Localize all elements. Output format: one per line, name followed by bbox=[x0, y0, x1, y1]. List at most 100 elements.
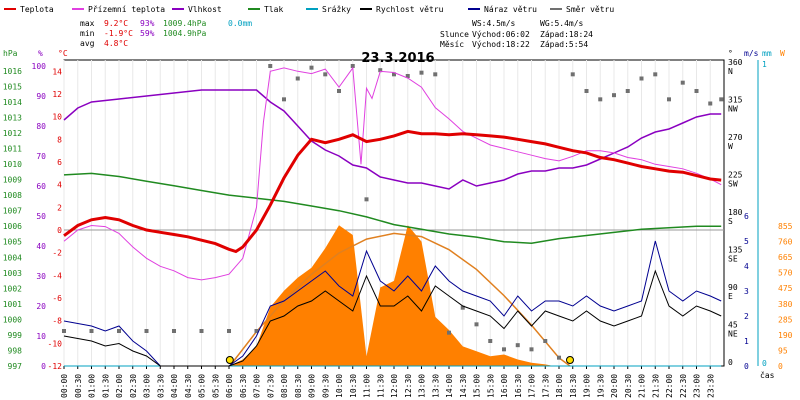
x-tick-label: 19:30 bbox=[596, 374, 605, 398]
x-tick-label: 21:30 bbox=[651, 374, 660, 398]
x-tick-label: 12:30 bbox=[404, 374, 413, 398]
legend-label: Tlak bbox=[264, 5, 283, 14]
wind-direction-point bbox=[350, 64, 355, 68]
x-axis: 00:00 00:30 01:00 01:30 02:00 02:30 03:00 03:30… bbox=[60, 366, 715, 398]
tick-hpa: 1013 bbox=[3, 113, 22, 122]
grid bbox=[63, 59, 725, 367]
wind-direction-point bbox=[719, 97, 724, 102]
x-tick-label: 13:00 bbox=[418, 374, 427, 398]
wind-direction-point bbox=[117, 329, 121, 333]
tick-celsius: -12 bbox=[48, 362, 63, 371]
tick-hpa: 997 bbox=[8, 362, 23, 371]
x-tick-label: 20:30 bbox=[624, 374, 633, 398]
stat-min-press: 1004.9hPa bbox=[163, 29, 207, 38]
x-tick-label: 22:00 bbox=[665, 374, 674, 398]
tick-deg-dir: N bbox=[728, 67, 733, 76]
series-humidity-line bbox=[63, 89, 722, 190]
stat-max-press: 1009.4hPa bbox=[163, 19, 207, 28]
wind-direction-point bbox=[667, 97, 671, 102]
x-axis-label: čas bbox=[760, 370, 775, 380]
tick-deg: 180 bbox=[728, 208, 743, 217]
tick-mm: 0 bbox=[762, 359, 767, 368]
x-tick-label: 11:30 bbox=[376, 374, 385, 398]
x-tick-label: 12:00 bbox=[390, 374, 399, 398]
tick-pct: 80 bbox=[36, 122, 46, 131]
tick-w: 285 bbox=[778, 315, 793, 324]
wind-direction-point bbox=[570, 72, 575, 77]
tick-ms: 2 bbox=[744, 312, 749, 321]
series-wind-speed-line bbox=[63, 269, 722, 367]
wind-direction-point bbox=[144, 329, 149, 333]
tick-pct: 20 bbox=[36, 302, 46, 311]
stat-max-hum: 93% bbox=[140, 19, 155, 28]
tick-hpa: 1003 bbox=[3, 269, 22, 278]
tick-hpa: 1011 bbox=[3, 145, 22, 154]
tick-pct: 90 bbox=[36, 92, 46, 101]
tick-celsius: -2 bbox=[52, 249, 62, 258]
wind-direction-point bbox=[62, 329, 66, 333]
x-tick-label: 05:30 bbox=[211, 374, 220, 398]
tick-ms: 4 bbox=[744, 262, 749, 271]
moon-rise: Východ:18:22 bbox=[472, 40, 530, 49]
stat-max-rain: 0.0mm bbox=[228, 19, 252, 28]
tick-celsius: 10 bbox=[52, 113, 62, 122]
tick-hpa: 1002 bbox=[3, 284, 22, 293]
chart-title: 23.3.2016 bbox=[361, 51, 434, 66]
wind-direction-point bbox=[488, 339, 493, 343]
tick-celsius: -10 bbox=[48, 339, 63, 348]
tick-w: 665 bbox=[778, 253, 793, 262]
tick-pct: 40 bbox=[36, 242, 46, 251]
tick-deg-dir: SW bbox=[728, 180, 738, 189]
x-tick-label: 17:30 bbox=[541, 374, 550, 398]
stat-max-label: max bbox=[80, 19, 95, 28]
wind-direction-point bbox=[584, 89, 589, 93]
tick-w: 760 bbox=[778, 238, 793, 247]
legend-label: Přízemní teplota bbox=[88, 5, 165, 14]
wind-direction-point bbox=[89, 329, 94, 333]
wind-direction-point bbox=[199, 329, 204, 333]
axis-label-w: W bbox=[780, 49, 785, 58]
wind-direction-point bbox=[433, 72, 438, 77]
tick-deg: 315 bbox=[728, 96, 743, 105]
x-tick-label: 18:00 bbox=[555, 374, 564, 398]
x-tick-label: 14:30 bbox=[459, 374, 468, 398]
wind-direction-point bbox=[515, 343, 520, 348]
wind-direction-point bbox=[254, 329, 259, 333]
legend-label: Teplota bbox=[20, 5, 54, 14]
legend-label: Vlhkost bbox=[188, 5, 222, 14]
tick-deg-dir: SE bbox=[728, 255, 738, 264]
tick-pct: 50 bbox=[36, 212, 46, 221]
x-tick-label: 15:30 bbox=[486, 374, 495, 398]
x-tick-label: 13:30 bbox=[431, 374, 440, 398]
tick-deg: 90 bbox=[728, 283, 738, 292]
series-radiation-area bbox=[229, 225, 554, 366]
x-tick-label: 23:30 bbox=[706, 374, 715, 398]
moon-set: Západ:5:54 bbox=[540, 40, 588, 49]
series-ground-temp-line bbox=[63, 66, 722, 281]
wind-direction-point bbox=[378, 68, 383, 73]
x-tick-label: 23:00 bbox=[693, 374, 702, 398]
wind-direction-point bbox=[543, 339, 548, 343]
wind-direction-point bbox=[529, 347, 534, 352]
tick-deg: 360 bbox=[728, 58, 743, 67]
tick-celsius: 12 bbox=[52, 90, 62, 99]
x-tick-label: 08:00 bbox=[280, 374, 289, 398]
stat-min-temp: -1.9°C bbox=[104, 29, 133, 38]
wind-direction-point bbox=[268, 64, 273, 68]
wind-direction-point bbox=[337, 89, 341, 93]
tick-celsius: 8 bbox=[57, 135, 62, 144]
x-tick-label: 21:00 bbox=[638, 374, 647, 398]
x-tick-label: 18:30 bbox=[569, 374, 578, 398]
x-tick-label: 10:30 bbox=[349, 374, 358, 398]
wind-direction-point bbox=[419, 70, 424, 75]
y-axes: 1016101510141013101210111010100910081007… bbox=[3, 58, 793, 371]
series-pressure-line bbox=[63, 172, 722, 245]
axis-label-mm: mm bbox=[762, 49, 772, 58]
tick-w: 0 bbox=[778, 362, 783, 371]
tick-pct: 60 bbox=[36, 182, 46, 191]
tick-deg-dir: E bbox=[728, 292, 733, 301]
tick-celsius: 0 bbox=[57, 226, 62, 235]
wind-direction-point bbox=[612, 93, 616, 98]
